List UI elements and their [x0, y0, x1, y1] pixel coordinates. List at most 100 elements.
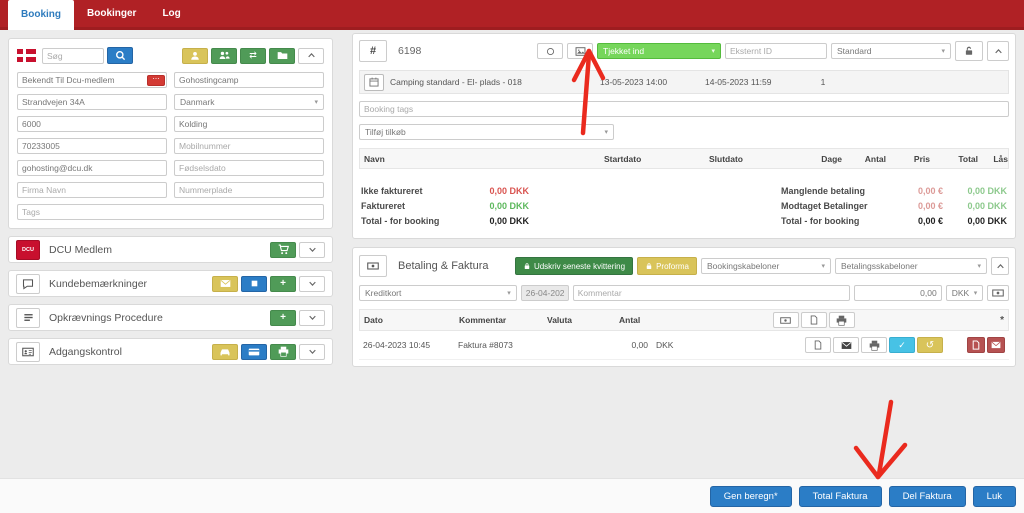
section-title: Adgangskontrol — [49, 345, 122, 358]
stop-note-button[interactable] — [241, 275, 267, 292]
print-card-button[interactable] — [270, 343, 296, 360]
email-field[interactable] — [17, 160, 167, 176]
tab-booking[interactable]: Booking — [8, 0, 74, 30]
close-button[interactable]: Luk — [972, 485, 1016, 507]
expand-dcu-button[interactable] — [299, 241, 325, 258]
currency-select[interactable]: DKK ▾ — [945, 285, 984, 301]
section-opkraevnings-procedure[interactable]: Opkrævnings Procedure + — [8, 304, 333, 331]
print-list-button[interactable] — [828, 312, 855, 328]
keycard-button[interactable] — [241, 343, 267, 360]
car-access-button[interactable] — [212, 343, 238, 360]
country-select[interactable]: Danmark ▾ — [174, 94, 324, 110]
invoice-row-buttons: ✓ ↺ — [805, 337, 1005, 353]
print-receipt-label: Udskriv seneste kvittering — [533, 261, 626, 271]
edit-invoice-button[interactable]: ✓ — [889, 337, 915, 353]
section-adgangskontrol[interactable]: Adgangskontrol — [8, 338, 333, 365]
collapse-payment-button[interactable] — [991, 257, 1009, 275]
print-invoice-button[interactable] — [861, 337, 887, 353]
image-icon — [575, 46, 585, 56]
chevron-down-icon — [308, 247, 316, 253]
expand-access-button[interactable] — [299, 343, 325, 360]
payment-title: Betaling & Faktura — [398, 260, 489, 272]
undo-icon: ↺ — [925, 339, 935, 351]
customer-form: ⋯ Danmark ▾ — [17, 72, 324, 220]
city-field[interactable] — [174, 116, 324, 132]
unlock-button[interactable] — [955, 41, 983, 61]
street-field[interactable] — [17, 94, 167, 110]
booking-templates-value: Bookingskabeloner — [707, 261, 780, 271]
proforma-button[interactable]: Proforma — [637, 257, 697, 275]
section-title: Kundebemærkninger — [49, 277, 148, 290]
col-navn: Navn — [364, 153, 385, 164]
booked-unit-row[interactable]: Camping standard - El- plads - 018 13-05… — [359, 70, 1009, 94]
section-kundebemaerkninger[interactable]: Kundebemærkninger + — [8, 270, 333, 297]
payment-templates-select[interactable]: Betalingsskabeloner ▾ — [835, 258, 987, 274]
customer-search-input[interactable] — [42, 47, 104, 64]
payment-comment-input[interactable] — [572, 285, 850, 301]
view-invoice-button[interactable] — [805, 337, 831, 353]
invoice-amount: 0,00 — [631, 340, 648, 350]
customer-name-field[interactable] — [17, 72, 167, 88]
total-invoice-button[interactable]: Total Faktura — [798, 485, 882, 507]
phone-field[interactable] — [17, 138, 167, 154]
payment-amount-input[interactable] — [853, 285, 942, 301]
partial-invoice-button[interactable]: Del Faktura — [888, 485, 966, 507]
mail-note-button[interactable] — [212, 275, 238, 292]
envelope-icon — [991, 341, 1001, 349]
payment-date-field[interactable] — [520, 285, 569, 301]
stop-square-icon — [251, 280, 257, 287]
collapse-booking-button[interactable] — [987, 41, 1009, 61]
section-dcu-medlem[interactable]: DCU DCU Medlem — [8, 236, 333, 263]
register-payment-button[interactable] — [987, 285, 1009, 301]
print-receipt-button[interactable]: Udskriv seneste kvittering — [514, 257, 634, 275]
mail-pdf-button[interactable] — [987, 337, 1005, 353]
swap-booking-button[interactable]: ⇄ — [240, 47, 266, 64]
zip-field[interactable] — [17, 116, 167, 132]
printer-icon — [869, 340, 879, 351]
tab-bookinger[interactable]: Bookinger — [87, 8, 137, 19]
company-field[interactable] — [17, 182, 167, 198]
plate-field[interactable] — [174, 182, 324, 198]
camp-name-field[interactable] — [174, 72, 324, 88]
booking-tags-input[interactable] — [359, 101, 1009, 117]
booking-templates-select[interactable]: Bookingskabeloner ▾ — [701, 258, 831, 274]
undo-invoice-button[interactable]: ↺ — [917, 337, 943, 353]
customer-lookup-button[interactable]: ⋯ — [147, 74, 165, 86]
total-value: 0,00 DKK — [489, 216, 529, 226]
template-select[interactable]: Standard ▾ — [831, 43, 951, 59]
addon-select[interactable]: Tilføj tilkøb ▾ — [359, 124, 614, 140]
customer-tags-field[interactable] — [17, 204, 324, 220]
mobile-field[interactable] — [174, 138, 324, 154]
photo-button[interactable] — [567, 43, 593, 59]
export-payments-button[interactable] — [772, 312, 799, 328]
booking-status-select[interactable]: Tjekket ind ▾ — [597, 43, 721, 59]
mail-invoice-button[interactable] — [833, 337, 859, 353]
payment-method-select[interactable]: Kreditkort ▾ — [359, 285, 517, 301]
comment-button[interactable] — [537, 43, 563, 59]
folder-button[interactable] — [269, 47, 295, 64]
tab-log[interactable]: Log — [162, 8, 181, 19]
chevron-down-icon — [308, 281, 316, 287]
add-note-button[interactable]: + — [270, 275, 296, 292]
external-id-input[interactable] — [725, 43, 827, 59]
section-title: Opkrævnings Procedure — [49, 311, 163, 324]
customer-toolbar: ⇄ — [17, 47, 324, 64]
lock-icon — [646, 263, 652, 269]
pdf-invoice-button[interactable] — [967, 337, 985, 353]
caret-down-icon: ▾ — [941, 48, 945, 55]
total-dkk: 0,00 DKK — [967, 216, 1007, 226]
guest-button[interactable] — [182, 47, 208, 64]
booking-panel: # 6198 Tjekket ind ▾ Standard ▾ — [352, 33, 1016, 239]
invoice-row[interactable]: 26-04-2023 10:45 Faktura #8073 0,00 DKK — [359, 331, 1009, 360]
persons-button[interactable] — [211, 47, 237, 64]
expand-procedure-button[interactable] — [299, 309, 325, 326]
collapse-customer-button[interactable] — [298, 47, 324, 64]
search-button[interactable] — [107, 47, 133, 64]
add-procedure-button[interactable]: + — [270, 309, 296, 326]
recalculate-button[interactable]: Gen beregn* — [709, 485, 792, 507]
expand-notes-button[interactable] — [299, 275, 325, 292]
dcu-cart-button[interactable] — [270, 241, 296, 258]
new-document-button[interactable] — [800, 312, 827, 328]
birthdate-field[interactable] — [174, 160, 324, 176]
total-label: Total - for booking — [361, 216, 440, 226]
